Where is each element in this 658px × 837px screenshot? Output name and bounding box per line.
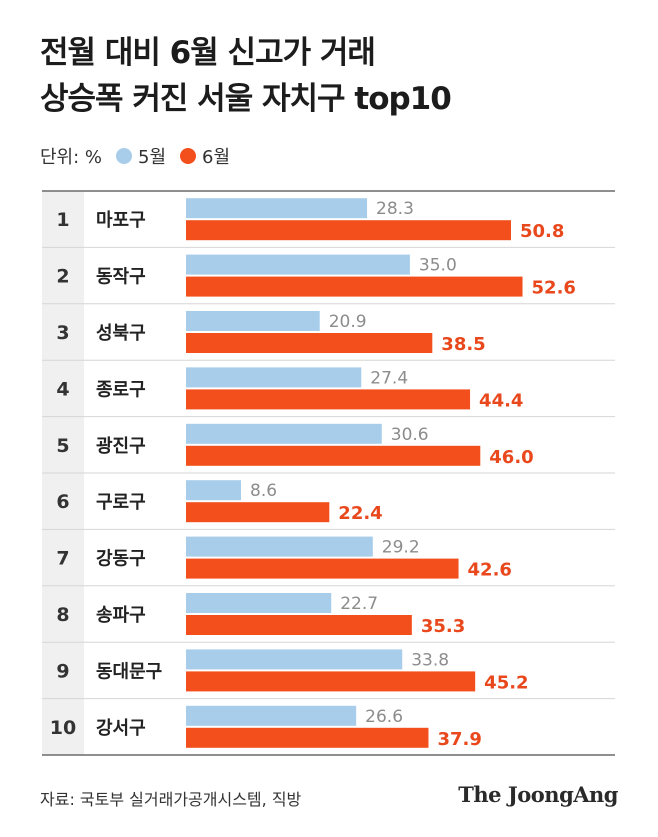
- bar-june: [186, 615, 412, 635]
- rank-label: 7: [56, 548, 69, 570]
- category-label: 구로구: [96, 492, 146, 513]
- data-label-may: 22.7: [340, 594, 378, 614]
- category-label: 송파구: [96, 605, 146, 626]
- data-label-may: 20.9: [329, 312, 367, 332]
- data-label-may: 8.6: [250, 481, 277, 501]
- rank-label: 6: [56, 491, 69, 513]
- rank-label: 8: [56, 604, 69, 626]
- rank-label: 2: [56, 266, 69, 288]
- rank-label: 1: [56, 209, 69, 231]
- bar-may: [186, 198, 368, 219]
- rank-label: 3: [56, 322, 69, 344]
- category-label: 강서구: [96, 718, 146, 739]
- bar-june: [186, 558, 459, 579]
- bar-may: [186, 649, 403, 670]
- legend-swatch-may: [116, 148, 133, 164]
- bar-june: [186, 502, 330, 523]
- legend-label-may: 5월: [138, 147, 167, 168]
- bar-may: [186, 311, 320, 331]
- category-label: 동작구: [96, 267, 146, 288]
- data-label-june: 45.2: [484, 672, 528, 693]
- legend: 단위: % 5월 6월: [40, 142, 230, 170]
- data-label-june: 37.9: [437, 729, 481, 750]
- category-label: 마포구: [96, 210, 146, 231]
- data-label-may: 29.2: [382, 538, 420, 558]
- bar-june: [186, 671, 476, 692]
- category-label: 성북구: [96, 323, 146, 344]
- publisher-logo: The JoongAng: [458, 782, 618, 807]
- bar-may: [186, 423, 382, 444]
- bar-june: [186, 445, 481, 466]
- data-label-may: 33.8: [411, 650, 449, 670]
- bar-june: [186, 220, 511, 241]
- rank-label: 4: [56, 378, 69, 400]
- data-label-june: 38.5: [441, 334, 485, 355]
- legend-swatch-june: [180, 148, 197, 164]
- bar-may: [186, 536, 373, 557]
- rank-label: 9: [56, 660, 69, 682]
- title-line-1: 전월 대비 6월 신고가 거래: [40, 35, 376, 71]
- bar-june: [186, 276, 523, 297]
- chart-title: 전월 대비 6월 신고가 거래 상승폭 커진 서울 자치구 top10: [40, 30, 452, 122]
- bar-may: [186, 254, 410, 275]
- source-note: 자료: 국토부 실거래가공개시스템, 직방: [40, 790, 302, 809]
- data-label-june: 35.3: [421, 616, 465, 637]
- data-label-june: 44.4: [479, 390, 523, 411]
- data-label-may: 27.4: [370, 368, 408, 388]
- legend-label-june: 6월: [202, 147, 231, 168]
- rank-label: 5: [56, 435, 69, 457]
- unit-label: 단위: %: [40, 147, 103, 168]
- legend-item-june: 6월: [180, 143, 230, 169]
- bar-may: [186, 705, 357, 726]
- data-label-june: 52.6: [532, 278, 576, 299]
- data-label-may: 28.3: [376, 199, 414, 219]
- bar-june: [186, 333, 433, 353]
- bar-may: [186, 593, 332, 613]
- title-line-2: 상승폭 커진 서울 자치구 top10: [40, 81, 452, 117]
- data-label-may: 30.6: [391, 425, 429, 445]
- category-label: 광진구: [96, 436, 146, 457]
- legend-item-may: 5월: [116, 143, 166, 169]
- data-label-june: 46.0: [489, 447, 533, 468]
- category-label: 강동구: [96, 549, 146, 570]
- data-label-june: 42.6: [468, 560, 512, 581]
- data-label-may: 26.6: [365, 707, 403, 727]
- data-label-june: 22.4: [338, 503, 382, 524]
- bar-may: [186, 367, 362, 388]
- data-label-may: 35.0: [419, 256, 457, 276]
- category-label: 동대문구: [96, 661, 162, 682]
- category-label: 종로구: [96, 379, 146, 400]
- bar-june: [186, 727, 429, 748]
- data-label-june: 50.8: [520, 221, 564, 242]
- bar-may: [186, 480, 242, 501]
- rank-label: 10: [50, 717, 76, 739]
- bar-june: [186, 389, 471, 410]
